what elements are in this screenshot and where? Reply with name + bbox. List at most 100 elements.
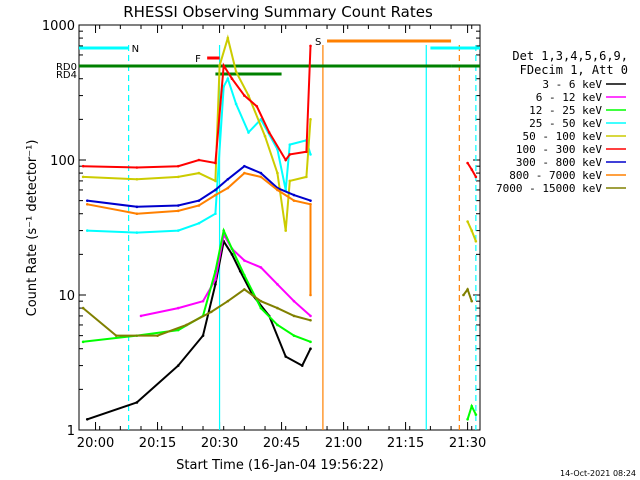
x-tick-label: 20:15 [139,436,176,451]
data-point [85,202,89,206]
data-point [243,259,246,262]
data-point [243,164,246,168]
plot-frame [78,24,481,431]
data-point [259,306,263,310]
data-point [309,318,312,322]
data-point [226,299,230,303]
data-point [226,77,230,81]
data-point [176,209,180,213]
data-point [234,70,238,74]
data-point [230,247,234,251]
data-point [139,314,143,318]
legend-entry-label: 6 - 12 keV [536,91,603,104]
data-point [288,179,292,183]
data-point [81,340,85,344]
x-axis-label: Start Time (16-Jan-04 19:56:22) [176,458,384,473]
data-point [85,229,89,232]
y-tick-label: 1000 [42,19,75,34]
data-point [300,364,304,367]
data-point [176,229,180,232]
series-line [86,238,312,421]
series-line [87,172,312,295]
data-point [135,166,139,169]
x-tick-label: 20:30 [201,436,238,451]
data-point [276,188,279,192]
flag-label: S [315,37,321,48]
data-point [234,102,238,106]
legend-entry-label: 3 - 6 keV [542,78,602,91]
legend-entry-label: 12 - 25 keV [529,104,602,117]
data-point [222,85,225,88]
x-tick-label: 21:00 [325,436,362,451]
data-point [259,299,263,303]
data-point [288,153,292,156]
data-point [292,199,296,202]
data-point [201,334,205,337]
legend-entry-label: 300 - 800 keV [516,156,602,169]
data-point [222,64,225,67]
data-point [243,288,246,291]
data-point [185,323,188,327]
legend-header: FDecim 1, Att 0 [520,63,628,77]
flag-label: F [195,54,201,65]
data-point [470,404,474,408]
data-point [176,306,180,310]
data-point [197,204,201,207]
data-point [214,269,217,273]
data-point [226,36,230,40]
data-point [85,418,89,421]
data-point [209,310,213,314]
data-point [214,179,217,183]
data-point [470,229,474,232]
data-point [214,161,217,165]
series-5 [81,44,478,179]
series-7 [85,171,312,297]
data-point [276,306,279,310]
y-tick-label: 100 [50,154,75,169]
data-point [197,158,201,162]
chart-title: RHESSI Observing Summary Count Rates [123,3,433,21]
data-point [135,212,139,216]
data-point [135,401,139,404]
data-point [276,171,279,175]
legend-header: Det 1,3,4,5,6,9, [512,49,628,63]
data-point [156,334,159,337]
series-line [87,76,312,234]
data-point [214,188,217,192]
y-tick-label: 10 [58,289,75,304]
data-point [114,334,118,337]
data-point [309,199,312,202]
series-2 [81,227,478,421]
data-point [284,355,288,358]
flag-label: RD0 [56,62,77,73]
data-point [309,44,312,48]
x-tick-label: 20:45 [263,436,300,451]
data-point [243,273,246,277]
data-point [309,153,312,156]
data-point [470,168,474,171]
data-point [259,171,263,175]
flag-label: N [132,44,139,55]
x-tick-label: 21:30 [449,436,486,451]
data-point [222,229,225,232]
data-point [259,118,263,121]
data-point [292,334,296,337]
legend-entry-label: 25 - 50 keV [529,117,602,130]
data-point [197,171,201,175]
data-point [81,175,85,179]
data-point [309,340,312,344]
y-axis-label: Count Rate (s⁻¹ detector⁻¹) [25,140,40,317]
data-point [474,239,478,243]
data-point [466,418,469,421]
data-point [276,323,279,327]
y-tick-label: 1 [67,424,75,439]
data-point [135,231,139,234]
data-point [230,253,234,256]
data-point [276,283,279,286]
data-point [201,299,205,303]
data-point [176,204,180,207]
data-point [267,131,271,134]
data-point [305,150,308,154]
data-point [305,175,308,179]
